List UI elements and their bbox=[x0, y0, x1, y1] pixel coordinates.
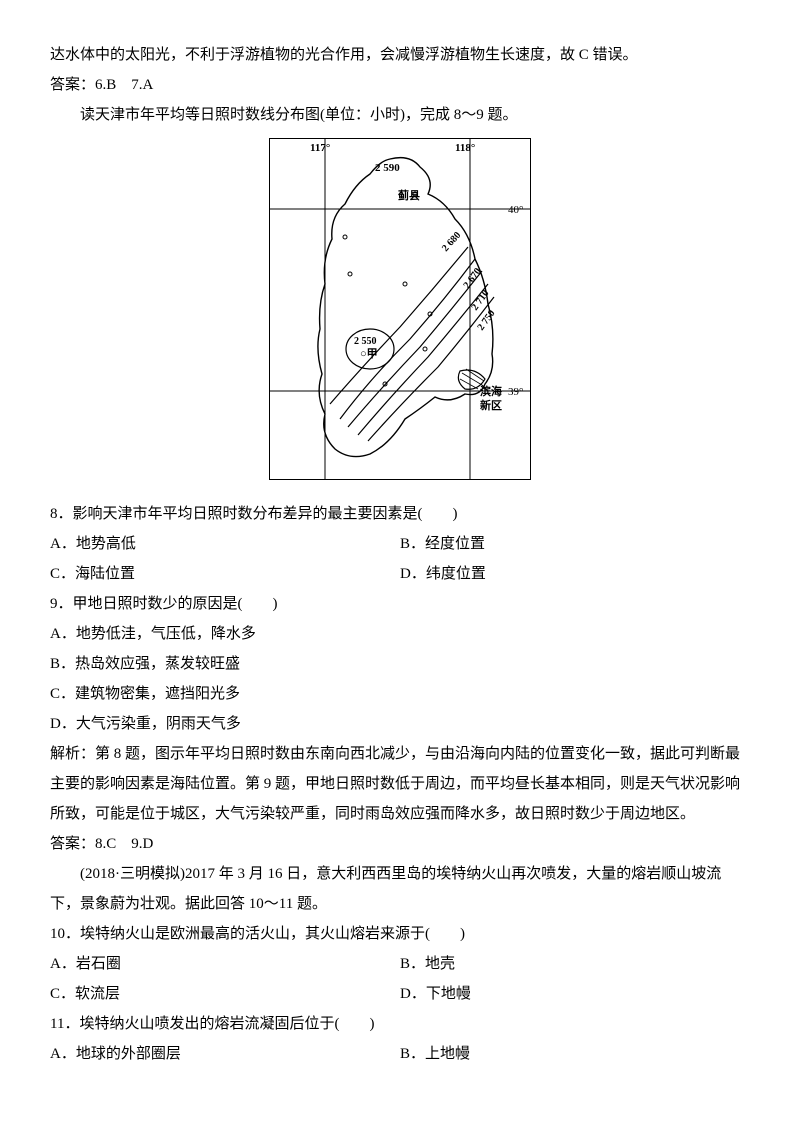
q11-text: 11．埃特纳火山喷发出的熔岩流凝固后位于( ) bbox=[50, 1009, 750, 1039]
answer-67: 答案：6.B 7.A bbox=[50, 70, 750, 100]
lat-39-label: 39° bbox=[508, 386, 523, 398]
map-svg: 117° 118° 40° 39° 2 590 蓟县 2 680 2 670 2… bbox=[270, 139, 530, 479]
continuation-text: 达水体中的太阳光，不利于浮游植物的光合作用，会减慢浮游植物生长速度，故 C 错误… bbox=[50, 40, 750, 70]
val-2590: 2 590 bbox=[375, 162, 400, 174]
q10-optB: B．地壳 bbox=[400, 949, 750, 979]
q10-optA: A．岩石圈 bbox=[50, 949, 400, 979]
lon-117-label: 117° bbox=[310, 142, 330, 154]
q11-optB: B．上地幔 bbox=[400, 1039, 750, 1069]
q8-optC: C．海陆位置 bbox=[50, 559, 400, 589]
c2680: 2 680 bbox=[440, 230, 463, 254]
q8-optA: A．地势高低 bbox=[50, 529, 400, 559]
q9-text: 9．甲地日照时数少的原因是( ) bbox=[50, 589, 750, 619]
jixian-label: 蓟县 bbox=[397, 188, 420, 202]
val-2550: 2 550 bbox=[354, 336, 377, 347]
q8-optD: D．纬度位置 bbox=[400, 559, 750, 589]
q8-optB: B．经度位置 bbox=[400, 529, 750, 559]
intro-1011: (2018·三明模拟)2017 年 3 月 16 日，意大利西西里岛的埃特纳火山… bbox=[50, 859, 750, 919]
q11-optA: A．地球的外部圈层 bbox=[50, 1039, 400, 1069]
q10-text: 10．埃特纳火山是欧洲最高的活火山，其火山熔岩来源于( ) bbox=[50, 919, 750, 949]
q9-optA: A．地势低洼，气压低，降水多 bbox=[50, 619, 750, 649]
q9-optB: B．热岛效应强，蒸发较旺盛 bbox=[50, 649, 750, 679]
q8-text: 8．影响天津市年平均日照时数分布差异的最主要因素是( ) bbox=[50, 499, 750, 529]
tianjin-sunshine-map: 117° 118° 40° 39° 2 590 蓟县 2 680 2 670 2… bbox=[269, 138, 531, 480]
map-diagram-container: 117° 118° 40° 39° 2 590 蓟县 2 680 2 670 2… bbox=[50, 138, 750, 491]
q9-optC: C．建筑物密集，遮挡阳光多 bbox=[50, 679, 750, 709]
answer-89: 答案：8.C 9.D bbox=[50, 829, 750, 859]
binhai-2: 新区 bbox=[480, 398, 502, 412]
q9-optD: D．大气污染重，阴雨天气多 bbox=[50, 709, 750, 739]
q10-optD: D．下地幔 bbox=[400, 979, 750, 1009]
lon-118-label: 118° bbox=[455, 142, 475, 154]
lat-40-label: 40° bbox=[508, 204, 523, 216]
q10-optC: C．软流层 bbox=[50, 979, 400, 1009]
intro-89: 读天津市年平均等日照时数线分布图(单位：小时)，完成 8～9 题。 bbox=[50, 100, 750, 130]
analysis-89: 解析：第 8 题，图示年平均日照时数由东南向西北减少，与由沿海向内陆的位置变化一… bbox=[50, 739, 750, 829]
jia-label: ○甲 bbox=[360, 347, 378, 360]
